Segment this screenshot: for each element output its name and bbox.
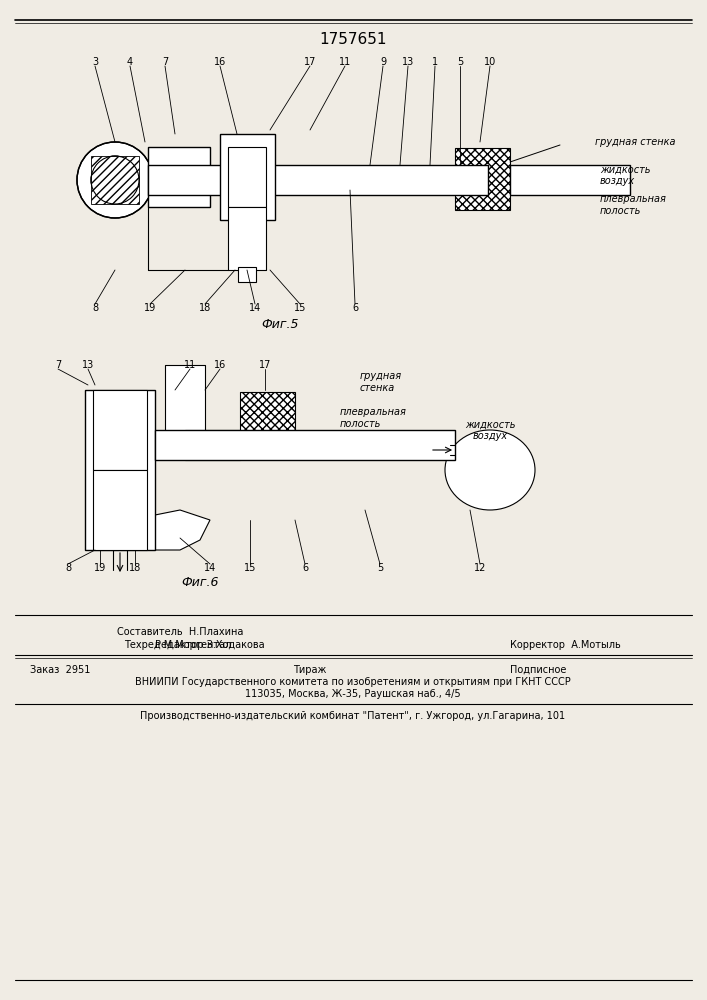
Bar [185, 430, 240, 460]
Bar [148, 165, 488, 195]
Text: 17: 17 [304, 57, 316, 67]
Bar [270, 134, 275, 220]
Text: 5: 5 [457, 57, 463, 67]
Bar [148, 165, 488, 170]
Text: ВНИИПИ Государственного комитета по изобретениям и открытиям при ГКНТ СССР: ВНИИПИ Государственного комитета по изоб… [135, 677, 571, 687]
Bar [228, 207, 233, 270]
Text: Фиг.5: Фиг.5 [262, 318, 299, 332]
Text: 18: 18 [199, 303, 211, 313]
Text: 5: 5 [377, 563, 383, 573]
Bar [85, 390, 155, 550]
Bar [93, 470, 147, 550]
Text: 1757651: 1757651 [320, 32, 387, 47]
Text: 19: 19 [144, 303, 156, 313]
Text: Заказ  2951: Заказ 2951 [30, 665, 90, 675]
Text: Производственно-издательский комбинат "Патент", г. Ужгород, ул.Гагарина, 101: Производственно-издательский комбинат "П… [141, 711, 566, 721]
Polygon shape [108, 520, 118, 538]
Bar [91, 156, 139, 204]
Text: Тираж: Тираж [293, 665, 327, 675]
Text: жидкость
воздух: жидкость воздух [464, 419, 515, 441]
Bar [148, 147, 210, 207]
Bar [185, 455, 240, 460]
Text: Редактор З.Ходакова: Редактор З.Ходакова [155, 640, 264, 650]
Bar [510, 165, 630, 195]
Text: 12: 12 [474, 563, 486, 573]
Bar [93, 390, 101, 470]
Text: плевральная
полость: плевральная полость [340, 407, 407, 429]
Text: 14: 14 [249, 303, 261, 313]
Bar [155, 430, 455, 435]
Text: 16: 16 [214, 57, 226, 67]
Bar [85, 390, 93, 550]
Text: 14: 14 [204, 563, 216, 573]
Text: Корректор  А.Мотыль: Корректор А.Мотыль [510, 640, 621, 650]
Bar [200, 365, 205, 435]
Text: 11: 11 [184, 360, 196, 370]
Bar [261, 207, 266, 270]
Text: жидкость
воздух: жидкость воздух [600, 164, 650, 186]
Circle shape [105, 522, 121, 538]
Text: 15: 15 [244, 563, 256, 573]
Text: 8: 8 [65, 563, 71, 573]
Bar [228, 207, 266, 270]
Text: 7: 7 [162, 57, 168, 67]
Bar [148, 147, 210, 152]
Text: Составитель  Н.Плахина: Составитель Н.Плахина [117, 627, 243, 637]
Circle shape [77, 142, 153, 218]
Text: Фиг.6: Фиг.6 [181, 576, 218, 588]
Bar [220, 134, 275, 220]
Text: 13: 13 [402, 57, 414, 67]
Bar [185, 430, 240, 435]
Bar [148, 190, 488, 195]
Text: 6: 6 [352, 303, 358, 313]
Bar [155, 430, 455, 460]
Bar [165, 365, 170, 435]
Text: Техред М.Моргентал: Техред М.Моргентал [124, 640, 232, 650]
Text: грудная
стенка: грудная стенка [360, 371, 402, 393]
Text: Подписное: Подписное [510, 665, 566, 675]
Text: 4: 4 [127, 57, 133, 67]
Text: грудная стенка: грудная стенка [595, 137, 675, 147]
Bar [155, 455, 455, 460]
Text: 9: 9 [380, 57, 386, 67]
Bar [238, 267, 256, 282]
Bar [148, 202, 210, 207]
Ellipse shape [445, 430, 535, 510]
Text: 13: 13 [82, 360, 94, 370]
Text: 7: 7 [55, 360, 61, 370]
Bar [228, 147, 266, 207]
Text: 3: 3 [92, 57, 98, 67]
Polygon shape [115, 510, 210, 550]
Text: 17: 17 [259, 360, 271, 370]
Text: 6: 6 [302, 563, 308, 573]
Text: 1: 1 [432, 57, 438, 67]
Text: 16: 16 [214, 360, 226, 370]
Text: 113035, Москва, Ж-35, Раушская наб., 4/5: 113035, Москва, Ж-35, Раушская наб., 4/5 [245, 689, 461, 699]
Bar [93, 390, 147, 470]
Text: 11: 11 [339, 57, 351, 67]
Text: 10: 10 [484, 57, 496, 67]
Text: 15: 15 [294, 303, 306, 313]
Text: 8: 8 [92, 303, 98, 313]
Bar [139, 390, 147, 470]
Bar [165, 365, 205, 435]
Bar [455, 148, 510, 210]
Text: 19: 19 [94, 563, 106, 573]
Bar [510, 165, 630, 170]
Text: плевральная
полость: плевральная полость [600, 194, 667, 216]
Bar [510, 190, 630, 195]
Bar [147, 390, 155, 550]
Bar [240, 392, 295, 452]
Text: 18: 18 [129, 563, 141, 573]
Bar [220, 134, 225, 220]
